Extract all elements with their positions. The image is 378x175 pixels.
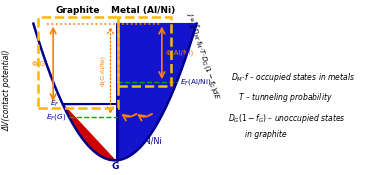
Polygon shape	[115, 24, 197, 160]
Text: $J \propto \int D_M{\cdot} f_M{\cdot} T{\cdot} D_G(1-f_G)dE$: $J \propto \int D_M{\cdot} f_M{\cdot} T{…	[183, 9, 225, 101]
Polygon shape	[63, 104, 117, 160]
Text: $E_F$(Al/Ni): $E_F$(Al/Ni)	[180, 77, 212, 87]
Text: Metal (Al/Ni): Metal (Al/Ni)	[112, 6, 176, 15]
Text: in graphite: in graphite	[245, 130, 287, 139]
Text: G: G	[111, 162, 119, 171]
Text: Φ(G): Φ(G)	[32, 61, 49, 67]
Text: ΔV(contact potential): ΔV(contact potential)	[2, 49, 11, 131]
Text: $E_F(G)$: $E_F(G)$	[46, 112, 66, 122]
Text: Al/Ni: Al/Ni	[144, 136, 163, 145]
Text: Φ(G:Al/Ni): Φ(G:Al/Ni)	[100, 55, 105, 86]
Text: Graphite: Graphite	[55, 6, 99, 15]
Text: Φ(Al/Ni): Φ(Al/Ni)	[165, 50, 194, 56]
Text: $D_G(1 - f_G)$ – unoccupied states: $D_G(1 - f_G)$ – unoccupied states	[228, 112, 345, 125]
Text: $T$ – tunneling probability: $T$ – tunneling probability	[238, 91, 333, 104]
Text: $D_M{\cdot} f$ – occupied states in metals: $D_M{\cdot} f$ – occupied states in meta…	[231, 71, 355, 84]
Text: $E_F$: $E_F$	[50, 99, 60, 109]
